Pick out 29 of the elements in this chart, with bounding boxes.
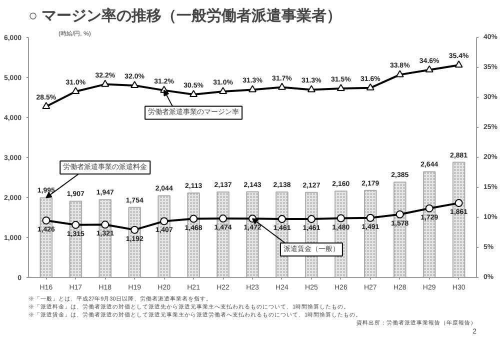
point [396, 70, 404, 78]
point [454, 60, 463, 68]
point [42, 216, 50, 224]
point [396, 210, 404, 218]
point [366, 214, 374, 222]
point [366, 83, 374, 90]
point [130, 80, 139, 88]
point [101, 220, 110, 229]
point [307, 215, 316, 224]
point [160, 217, 168, 226]
point [190, 214, 198, 223]
point [130, 226, 139, 234]
point [42, 102, 50, 110]
point [278, 215, 286, 224]
point [219, 214, 228, 223]
point [219, 86, 228, 94]
point [72, 86, 80, 94]
point [248, 85, 256, 92]
point [190, 90, 198, 98]
point [278, 82, 286, 90]
point [425, 65, 434, 72]
point [454, 199, 463, 208]
point [336, 84, 345, 92]
point [425, 204, 434, 212]
point [101, 80, 110, 87]
point [307, 85, 316, 92]
point [72, 220, 80, 229]
point [336, 214, 345, 222]
chart-title: ○ マージン率の推移（一般労働者派遣事業者） [28, 6, 342, 24]
